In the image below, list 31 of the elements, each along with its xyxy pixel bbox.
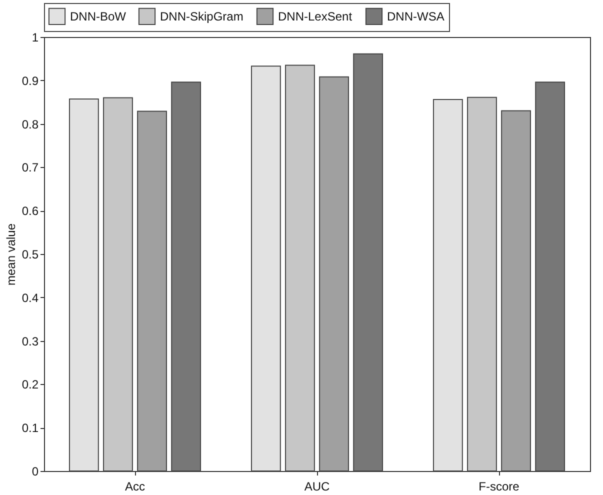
y-tick-label: 0.9 (22, 74, 39, 88)
x-tick-label: Acc (124, 480, 146, 494)
bar (103, 97, 133, 472)
bar (250, 66, 281, 472)
y-tick-label: 0.6 (22, 204, 39, 218)
bar (353, 53, 384, 472)
bar (501, 110, 531, 472)
bar (171, 82, 202, 472)
bar (137, 110, 167, 472)
y-tick-label: 0.5 (22, 248, 39, 262)
y-tick-label: 0.7 (22, 160, 39, 175)
bar (319, 76, 349, 472)
y-tick-label: 1 (32, 30, 39, 44)
x-tick-label: AUC (304, 480, 330, 494)
y-tick-label: 0.1 (22, 421, 39, 436)
bar (68, 98, 99, 472)
y-axis-title: mean value (4, 223, 18, 286)
y-tick-label: 0 (32, 464, 39, 478)
legend-label: DNN-LexSent (278, 9, 353, 24)
y-tick-label: 0.3 (22, 334, 39, 348)
y-tick-label: 0.8 (22, 117, 39, 132)
bar (535, 82, 566, 472)
bar (432, 98, 463, 472)
legend-label: DNN-SkipGram (160, 9, 244, 24)
legend-label: DNN-BoW (70, 9, 127, 24)
bar (467, 96, 497, 472)
y-tick-label: 0.2 (22, 378, 39, 392)
x-tick-label: F-score (478, 480, 520, 494)
bar (285, 64, 315, 472)
legend-label: DNN-WSA (387, 9, 444, 24)
y-tick-label: 0.4 (22, 290, 39, 305)
